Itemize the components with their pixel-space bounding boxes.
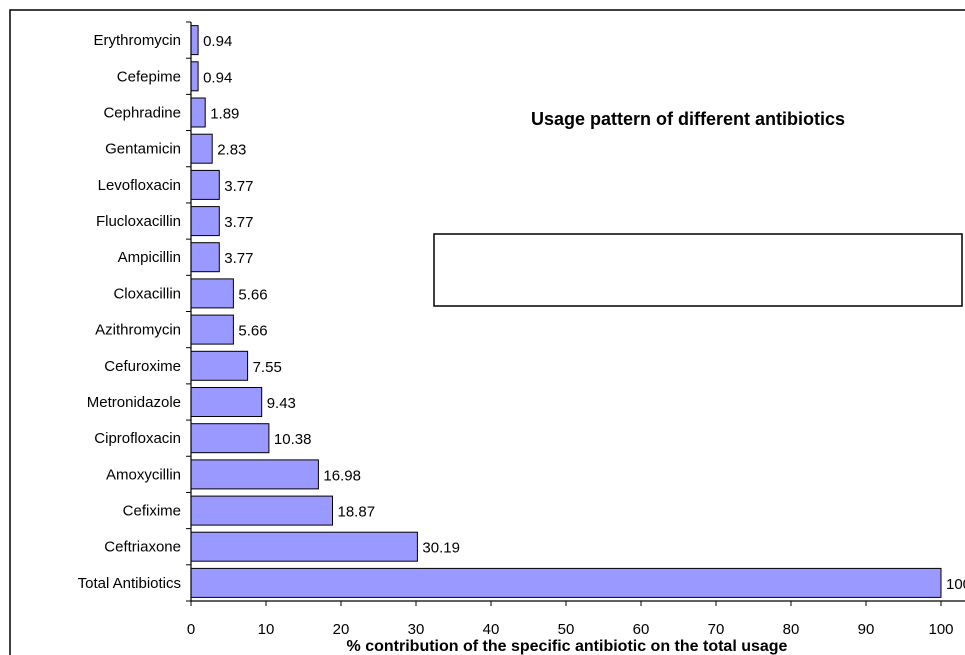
x-tick-label: 30 xyxy=(408,621,425,638)
category-label: Total Antibiotics xyxy=(78,575,181,592)
bar-levofloxacin xyxy=(190,169,220,200)
x-tick-label: 10 xyxy=(258,621,275,638)
x-tick-label: 60 xyxy=(633,621,650,638)
x-tick-label: 0 xyxy=(187,621,195,638)
empty-annotation-box xyxy=(433,233,963,307)
bar-flucloxacillin xyxy=(190,206,220,237)
category-label: Cephradine xyxy=(103,104,181,121)
data-label: 5.66 xyxy=(238,286,267,303)
bar-gentamicin xyxy=(190,133,213,164)
data-label: 5.66 xyxy=(238,323,267,340)
category-label: Ampicillin xyxy=(118,249,181,266)
data-label: 18.87 xyxy=(338,504,376,521)
x-tick-label: 50 xyxy=(558,621,575,638)
bar-cefixime xyxy=(190,495,333,526)
category-label: Flucloxacillin xyxy=(96,213,181,230)
data-label: 9.43 xyxy=(267,395,296,412)
chart-border xyxy=(9,9,965,655)
category-label: Cloxacillin xyxy=(113,285,181,302)
data-label: 30.19 xyxy=(422,540,460,557)
bar-ceftriaxone xyxy=(190,531,418,562)
category-label: Levofloxacin xyxy=(98,177,181,194)
bar-cloxacillin xyxy=(190,278,234,309)
bar-ampicillin xyxy=(190,242,220,273)
category-label: Gentamicin xyxy=(105,141,181,158)
x-tick-label: 80 xyxy=(783,621,800,638)
data-label: 7.55 xyxy=(253,359,282,376)
bar-metronidazole xyxy=(190,387,263,417)
category-label: Ceftriaxone xyxy=(104,539,181,556)
chart-title: Usage pattern of different antibiotics xyxy=(531,109,845,129)
data-label: 1.89 xyxy=(210,105,239,122)
data-label: 0.94 xyxy=(203,69,232,86)
x-tick-label: 90 xyxy=(858,621,875,638)
x-tick-label: 20 xyxy=(333,621,350,638)
bar-azithromycin xyxy=(190,314,234,345)
bar-cephradine xyxy=(190,97,206,128)
data-label: 2.83 xyxy=(217,142,246,159)
x-tick-label: 70 xyxy=(708,621,725,638)
category-label: Ciprofloxacin xyxy=(94,430,181,447)
x-axis-title: % contribution of the specific antibioti… xyxy=(347,638,788,655)
category-label: Metronidazole xyxy=(87,394,181,411)
category-label: Amoxycillin xyxy=(106,466,181,483)
data-label: 3.77 xyxy=(224,214,253,231)
bar-cefepime xyxy=(190,61,199,92)
category-label: Cefuroxime xyxy=(104,358,181,375)
data-label: 10.38 xyxy=(274,431,312,448)
category-label: Erythromycin xyxy=(93,32,181,49)
category-label: Azithromycin xyxy=(95,322,181,339)
data-label: 3.77 xyxy=(224,250,253,267)
bar-cefuroxime xyxy=(190,350,249,381)
data-label: 0.94 xyxy=(203,33,232,50)
bar-total-antibiotics xyxy=(190,567,942,598)
x-tick-label: 40 xyxy=(483,621,500,638)
data-label: 100 xyxy=(946,576,965,593)
bar-amoxycillin xyxy=(190,459,319,490)
bar-erythromycin xyxy=(190,25,199,56)
category-label: Cefepime xyxy=(117,68,181,85)
data-label: 16.98 xyxy=(323,467,361,484)
x-tick-label: 100 xyxy=(928,621,953,638)
data-label: 3.77 xyxy=(224,178,253,195)
bar-ciprofloxacin xyxy=(190,423,270,454)
category-label: Cefixime xyxy=(123,503,181,520)
